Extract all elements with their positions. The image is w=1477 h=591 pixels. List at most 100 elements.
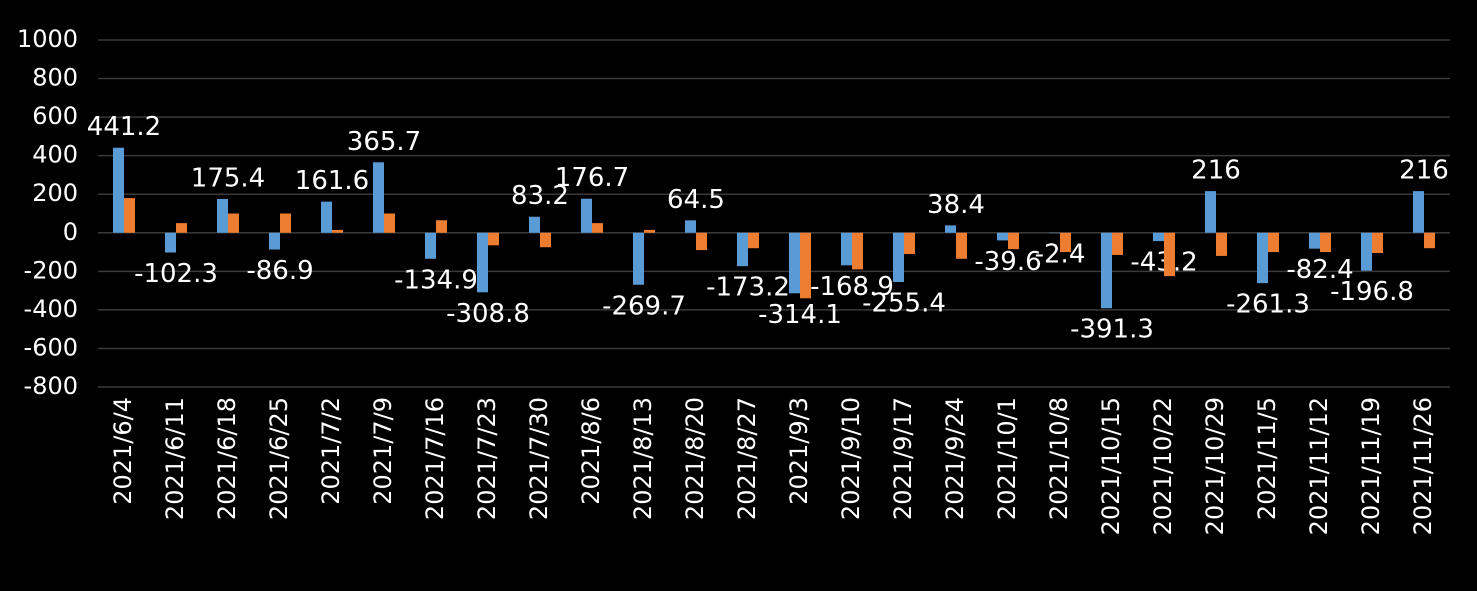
x-tick-label: 2021/11/12	[1305, 397, 1333, 535]
y-tick-label: 400	[32, 141, 78, 169]
data-label: -173.2	[706, 273, 790, 303]
bar	[332, 229, 343, 233]
bar	[581, 198, 592, 233]
data-label: -314.1	[758, 300, 842, 330]
bar	[748, 232, 759, 249]
bar	[1413, 191, 1424, 233]
data-label: -255.4	[862, 289, 946, 319]
bar	[1112, 232, 1123, 255]
bar	[1309, 232, 1320, 249]
bar	[852, 232, 863, 270]
data-label: 83.2	[511, 181, 569, 211]
x-tick-label: 2021/6/11	[161, 397, 189, 520]
bar	[124, 198, 135, 233]
x-tick-label: 2021/8/6	[577, 397, 605, 505]
x-tick-label: 2021/7/23	[473, 397, 501, 520]
bar	[1060, 232, 1071, 253]
bar	[1268, 232, 1279, 253]
data-label: -134.9	[394, 265, 478, 295]
bar	[477, 232, 488, 293]
x-tick-label: 2021/7/2	[317, 397, 345, 505]
x-tick-label: 2021/8/20	[681, 397, 709, 520]
bar	[1153, 232, 1164, 242]
data-label: -82.4	[1286, 255, 1353, 285]
x-tick-label: 2021/6/25	[265, 397, 293, 520]
bar	[176, 223, 187, 233]
bar	[425, 232, 436, 259]
x-tick-label: 2021/8/27	[733, 397, 761, 520]
bar	[1205, 191, 1216, 233]
data-label: 175.4	[191, 163, 265, 193]
bar	[1101, 232, 1112, 309]
y-tick-label: 800	[32, 64, 78, 92]
bar	[269, 232, 280, 250]
x-tick-label: 2021/6/4	[109, 397, 137, 505]
y-tick-label: -200	[24, 256, 78, 284]
data-label: 216	[1191, 156, 1241, 186]
bar	[904, 232, 915, 254]
x-tick-label: 2021/10/15	[1097, 397, 1125, 535]
data-label: -86.9	[246, 256, 313, 286]
bar	[945, 225, 956, 233]
x-tick-label: 2021/10/1	[993, 397, 1021, 520]
bar	[1320, 232, 1331, 253]
data-label: 216	[1399, 156, 1449, 186]
bar	[644, 229, 655, 233]
data-label: -39.6	[974, 247, 1041, 277]
x-tick-label: 2021/9/24	[941, 397, 969, 520]
bar	[321, 201, 332, 233]
x-tick-label: 2021/9/10	[837, 397, 865, 520]
bar	[841, 232, 852, 266]
data-label: -261.3	[1226, 290, 1310, 320]
x-tick-label: 2021/11/19	[1357, 397, 1385, 535]
bar	[1164, 232, 1175, 277]
x-tick-label: 2021/11/26	[1409, 397, 1437, 535]
bar	[1424, 232, 1435, 249]
bar	[1361, 232, 1372, 271]
x-tick-label: 2021/10/29	[1201, 397, 1229, 535]
data-label: 176.7	[555, 163, 629, 193]
bar	[685, 220, 696, 233]
bar	[789, 232, 800, 294]
bar	[893, 232, 904, 283]
data-label: -196.8	[1330, 277, 1414, 307]
x-tick-label: 2021/7/30	[525, 397, 553, 520]
bar	[696, 232, 707, 251]
x-tick-label: 2021/7/9	[369, 397, 397, 505]
y-tick-label: 200	[32, 179, 78, 207]
bar	[217, 198, 228, 233]
x-tick-label: 2021/11/5	[1253, 397, 1281, 520]
bar	[1372, 232, 1383, 254]
y-tick-label: 600	[32, 102, 78, 130]
data-label: 161.6	[295, 166, 369, 196]
data-label: 38.4	[927, 190, 985, 220]
bar	[1008, 232, 1019, 250]
data-label: -308.8	[446, 299, 530, 329]
x-tick-label: 2021/9/17	[889, 397, 917, 520]
y-tick-label: 1000	[17, 25, 78, 53]
y-tick-label: -800	[24, 372, 78, 400]
bar	[956, 232, 967, 259]
bar	[997, 232, 1008, 241]
bar	[113, 147, 124, 233]
data-label: 441.2	[87, 112, 161, 142]
bar	[633, 232, 644, 285]
bar	[592, 223, 603, 233]
bar	[165, 232, 176, 253]
x-tick-label: 2021/6/18	[213, 397, 241, 520]
data-label: -168.9	[810, 272, 894, 302]
data-label: 365.7	[347, 127, 421, 157]
data-label: -102.3	[134, 259, 218, 289]
y-tick-label: -600	[24, 333, 78, 361]
x-tick-label: 2021/7/16	[421, 397, 449, 520]
data-label: 64.5	[667, 185, 725, 215]
bar	[280, 213, 291, 233]
bar	[737, 232, 748, 267]
bar	[384, 213, 395, 233]
bar	[800, 232, 811, 299]
x-tick-label: 2021/10/8	[1045, 397, 1073, 520]
bar	[436, 220, 447, 233]
data-label: -269.7	[602, 291, 686, 321]
bar	[488, 232, 499, 246]
